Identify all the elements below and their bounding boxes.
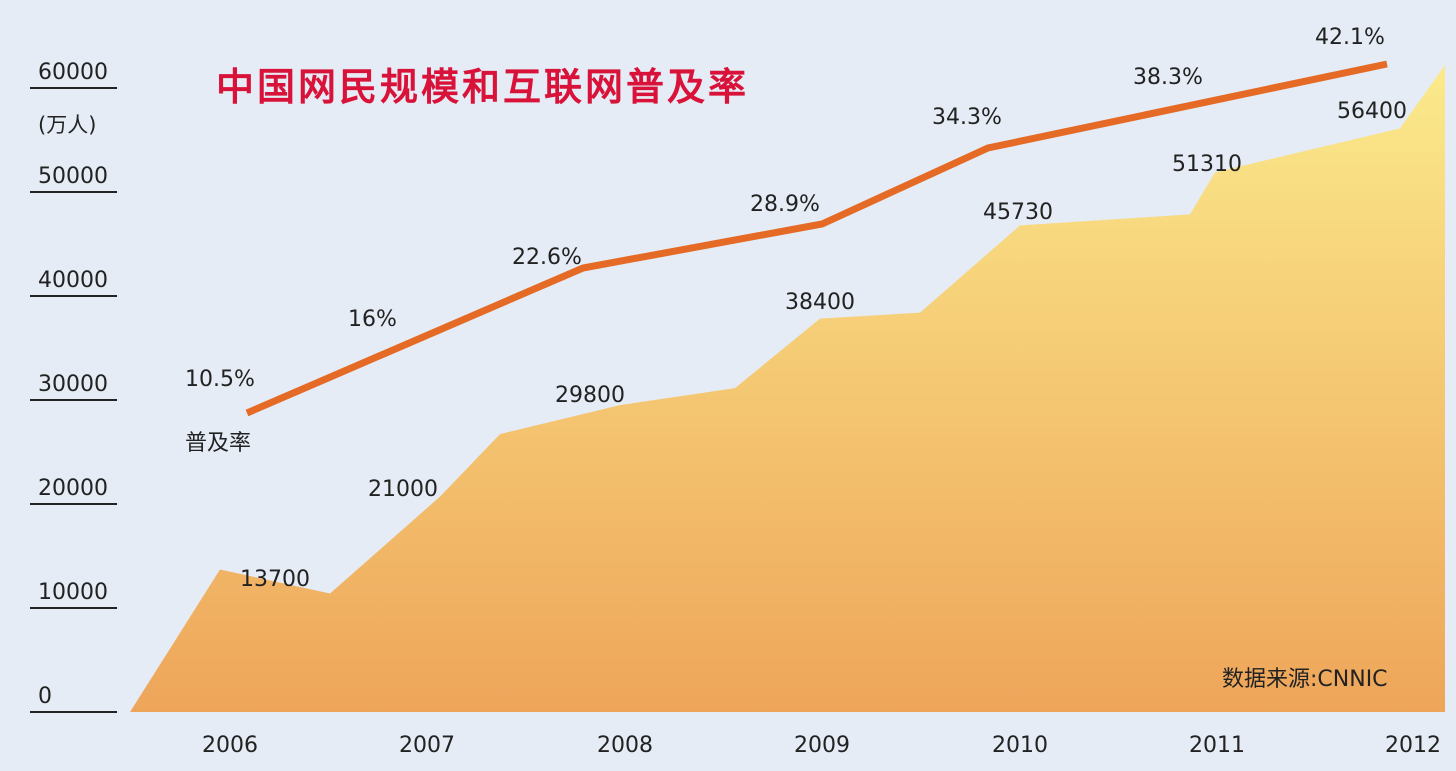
users-value-label: 51310 xyxy=(1172,152,1242,177)
y-tick-label: 40000 xyxy=(38,268,108,293)
users-value-label: 21000 xyxy=(368,477,438,502)
penetration-value-label: 42.1% xyxy=(1315,25,1385,50)
y-tick-label: 50000 xyxy=(38,164,108,189)
users-area xyxy=(130,65,1445,712)
users-value-label: 56400 xyxy=(1337,99,1407,124)
x-tick-label: 2010 xyxy=(992,733,1048,758)
line-legend-label: 普及率 xyxy=(185,431,251,456)
users-value-label: 13700 xyxy=(240,567,310,592)
y-tick-label: 10000 xyxy=(38,580,108,605)
y-tick-label: 20000 xyxy=(38,476,108,501)
penetration-value-label: 10.5% xyxy=(185,367,255,392)
penetration-value-label: 38.3% xyxy=(1133,65,1203,90)
source-note: 数据来源:CNNIC xyxy=(1222,667,1388,692)
y-tick-label: 0 xyxy=(38,684,52,709)
penetration-value-label: 28.9% xyxy=(750,192,820,217)
penetration-value-label: 22.6% xyxy=(512,245,582,270)
x-tick-label: 2006 xyxy=(202,733,258,758)
x-tick-label: 2011 xyxy=(1189,733,1245,758)
users-value-label: 45730 xyxy=(983,200,1053,225)
y-tick-label: 60000 xyxy=(38,60,108,85)
x-tick-label: 2008 xyxy=(597,733,653,758)
x-tick-label: 2007 xyxy=(399,733,455,758)
y-tick-label: 30000 xyxy=(38,372,108,397)
penetration-value-label: 34.3% xyxy=(932,105,1002,130)
penetration-value-label: 16% xyxy=(348,307,397,332)
x-tick-label: 2009 xyxy=(794,733,850,758)
users-value-label: 38400 xyxy=(785,290,855,315)
x-tick-label: 2012 xyxy=(1385,733,1441,758)
y-unit-label: (万人) xyxy=(38,113,96,137)
chart-title: 中国网民规模和互联网普及率 xyxy=(216,65,749,109)
users-value-label: 29800 xyxy=(555,383,625,408)
